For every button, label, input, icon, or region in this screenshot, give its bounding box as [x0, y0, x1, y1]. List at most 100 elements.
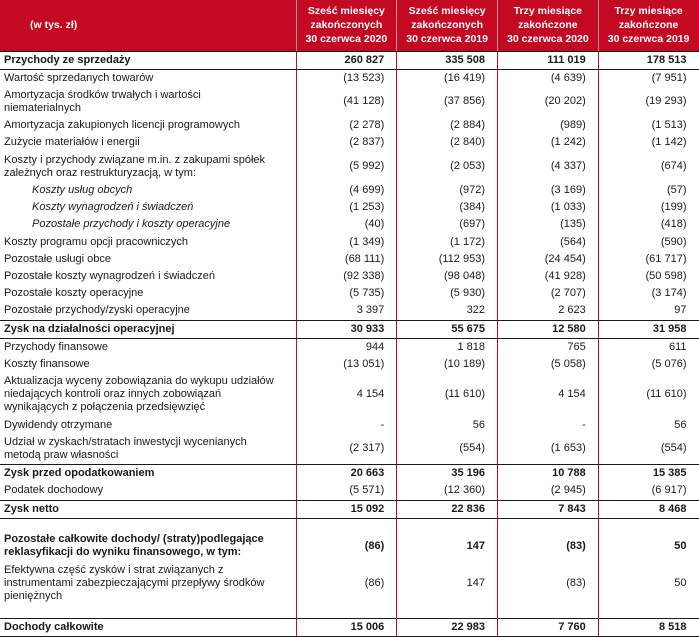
row-label: Zysk na działalności operacyjnej: [0, 320, 297, 339]
row-value: (86): [296, 531, 398, 562]
row-label: Koszty programu opcji pracowniczych: [0, 233, 297, 251]
row-value: (1 253): [296, 199, 398, 217]
table-row: Pozostałe całkowite dochody/ (straty)pod…: [0, 531, 699, 562]
unit-label: (w tys. zł): [0, 0, 297, 52]
row-value: (5 930): [396, 285, 498, 303]
row-value: (10 189): [396, 355, 498, 374]
table-row: Aktualizacja wyceny zobowiązania do wyku…: [0, 373, 699, 417]
row-label: Pozostałe usługi obce: [0, 250, 297, 268]
row-label: Koszty usług obcych: [0, 182, 297, 200]
table-row: Pozostałe usługi obce (68 111) (112 953) (2…: [0, 250, 699, 268]
row-value: (697): [396, 216, 498, 234]
row-value: 97: [598, 302, 699, 321]
row-label: Amortyzacja środków trwałych i wartości …: [0, 86, 297, 118]
row-label: Koszty i przychody związane m.in. z zaku…: [0, 151, 297, 183]
table-row: Zysk przed opodatkowaniem 20 663 35 196 10 …: [0, 464, 699, 483]
table-row: Udział w zyskach/stratach inwestycji wyc…: [0, 433, 699, 466]
row-label: Dywidendy otrzymane: [0, 416, 297, 434]
row-value: (2 053): [396, 151, 498, 183]
table-row: Amortyzacja zakupionych licencji program…: [0, 117, 699, 135]
row-label: Przychody finansowe: [0, 338, 297, 356]
row-value: 2 623: [497, 302, 599, 321]
table-row: Zysk na działalności operacyjnej 30 933 55…: [0, 320, 699, 339]
row-label: Wartość sprzedanych towarów: [0, 69, 297, 87]
header-row: (w tys. zł) Sześć miesięcy zakończonych …: [0, 0, 699, 52]
row-value: (5 058): [497, 355, 599, 374]
row-value: (564): [497, 233, 599, 251]
row-value: (1 033): [497, 199, 599, 217]
row-value: 20 663: [296, 464, 398, 483]
row-value: (13 523): [296, 69, 398, 87]
row-value: [396, 605, 498, 619]
row-value: 4 154: [296, 373, 398, 417]
row-value: 7 760: [497, 617, 599, 637]
table-row: Koszty programu opcji pracowniczych (1 34…: [0, 233, 699, 251]
row-value: 260 827: [296, 51, 398, 70]
row-value: (20 202): [497, 86, 599, 118]
row-value: (5 076): [598, 355, 699, 374]
row-value: 335 508: [396, 51, 498, 70]
row-value: (13 051): [296, 355, 398, 374]
spacer-row: [0, 518, 699, 532]
row-value: (2 317): [296, 433, 398, 466]
row-label: Koszty finansowe: [0, 355, 297, 374]
row-label: [0, 518, 297, 532]
table-header: (w tys. zł) Sześć miesięcy zakończonych …: [0, 0, 699, 52]
row-value: (16 419): [396, 69, 498, 87]
row-value: (41 128): [296, 86, 398, 118]
row-value: 8 468: [598, 500, 699, 519]
row-value: (24 454): [497, 250, 599, 268]
row-value: (384): [396, 199, 498, 217]
table-row: Amortyzacja środków trwałych i wartości …: [0, 86, 699, 118]
row-label: Przychody ze sprzedaży: [0, 51, 297, 70]
row-value: 31 958: [598, 320, 699, 339]
row-value: (83): [497, 531, 599, 562]
table-row: Zysk netto 15 092 22 836 7 843 8 468: [0, 500, 699, 519]
row-value: (7 951): [598, 69, 699, 87]
row-value: 55 675: [396, 320, 498, 339]
table-body: Przychody ze sprzedaży 260 827 335 508 111 …: [0, 51, 699, 637]
row-value: (1 513): [598, 117, 699, 135]
row-value: (61 717): [598, 250, 699, 268]
table-row: Wartość sprzedanych towarów (13 523) (16 4…: [0, 69, 699, 87]
row-label: Amortyzacja zakupionych licencji program…: [0, 117, 297, 135]
row-value: (1 653): [497, 433, 599, 466]
row-value: 15 385: [598, 464, 699, 483]
row-value: 111 019: [497, 51, 599, 70]
row-label: Udział w zyskach/stratach inwestycji wyc…: [0, 433, 297, 466]
row-value: (2 707): [497, 285, 599, 303]
column-header-q2-2020: Trzy miesiące zakończone 30 czerwca 2020: [497, 0, 599, 52]
row-label: Efektywna część zysków i strat związanyc…: [0, 561, 297, 606]
row-value: [497, 518, 599, 532]
row-value: 7 843: [497, 500, 599, 519]
row-value: 22 983: [396, 617, 498, 637]
row-value: 1 818: [396, 338, 498, 356]
row-value: (989): [497, 117, 599, 135]
row-value: (4 699): [296, 182, 398, 200]
row-label: Podatek dochodowy: [0, 482, 297, 501]
row-value: (37 856): [396, 86, 498, 118]
column-header-q2-2019: Trzy miesiące zakończone 30 czerwca 2019: [598, 0, 699, 52]
row-value: [598, 605, 699, 619]
row-value: (674): [598, 151, 699, 183]
row-value: 12 580: [497, 320, 599, 339]
row-value: [497, 605, 599, 619]
row-label: [0, 605, 297, 619]
row-value: (2 840): [396, 134, 498, 152]
row-value: (68 111): [296, 250, 398, 268]
table-row: Podatek dochodowy (5 571) (12 360) (2 945)(…: [0, 482, 699, 501]
row-value: [396, 518, 498, 532]
row-value: (83): [497, 561, 599, 606]
row-label: Aktualizacja wyceny zobowiązania do wyku…: [0, 373, 297, 417]
row-value: (3 169): [497, 182, 599, 200]
table-row: Zużycie materiałów i energii (2 837) (2 84…: [0, 134, 699, 152]
row-value: 30 933: [296, 320, 398, 339]
row-value: (1 349): [296, 233, 398, 251]
row-value: (12 360): [396, 482, 498, 501]
row-value: (2 278): [296, 117, 398, 135]
row-label: Dochody całkowite: [0, 617, 297, 637]
row-value: (11 610): [396, 373, 498, 417]
row-value: (2 945): [497, 482, 599, 501]
row-value: (1 142): [598, 134, 699, 152]
row-value: -: [296, 416, 398, 434]
